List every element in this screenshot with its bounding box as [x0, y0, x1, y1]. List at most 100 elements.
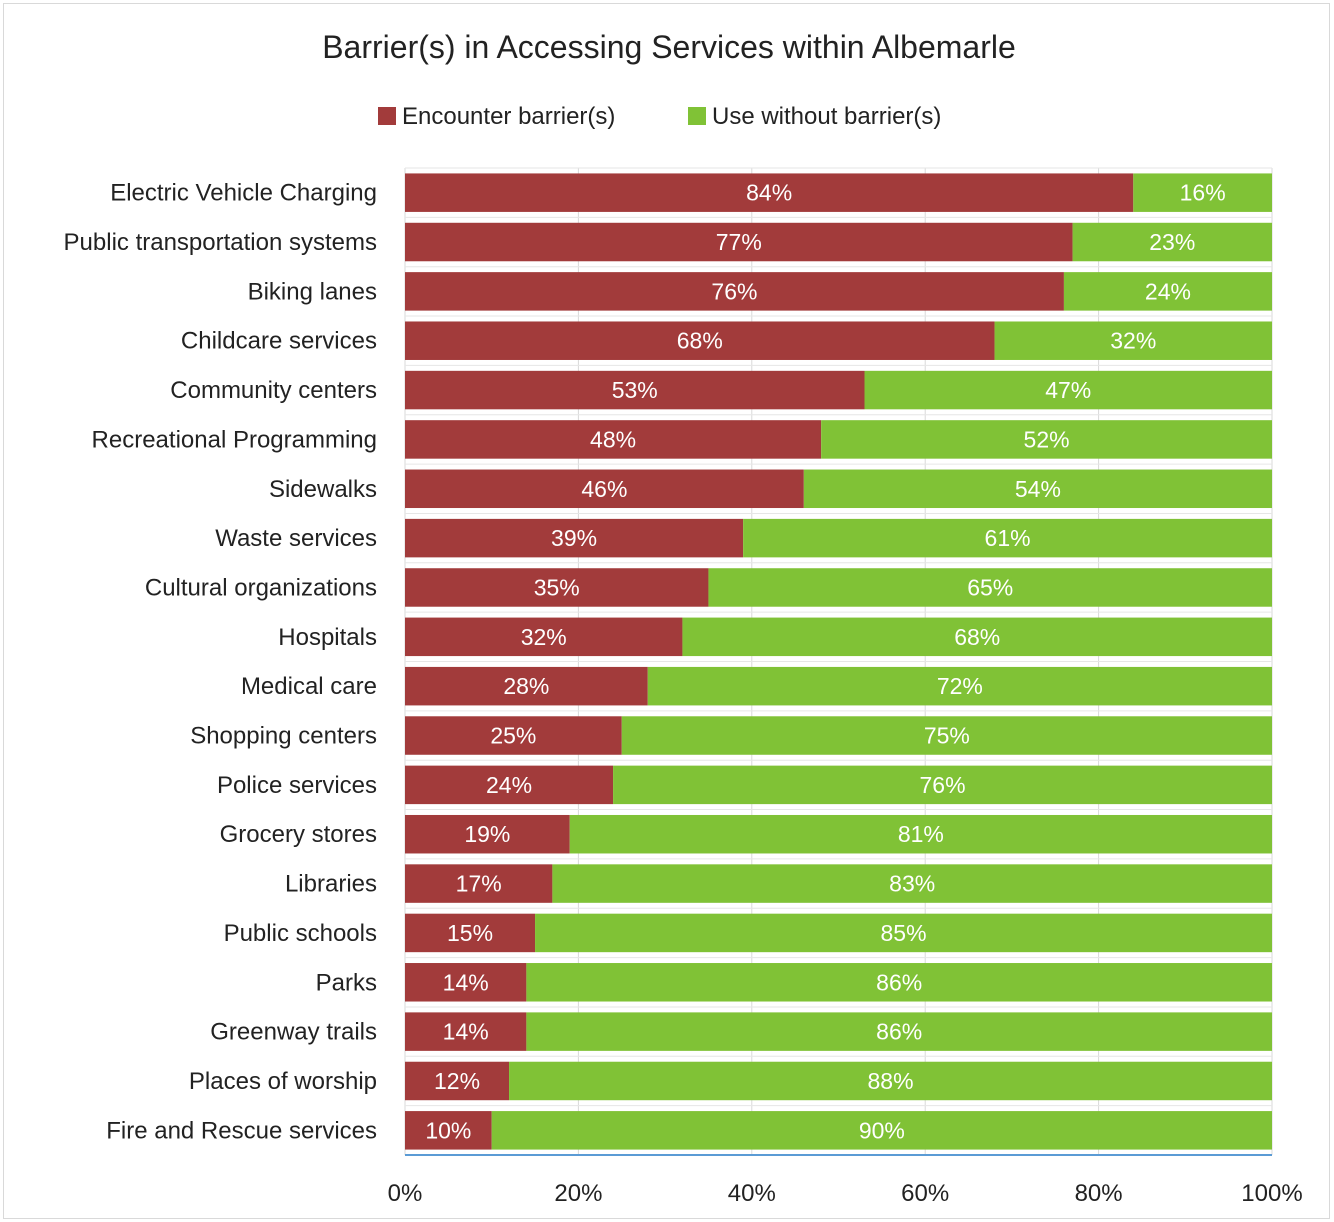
bar-use-without-barrier	[1133, 173, 1272, 212]
legend-item: Use without barrier(s)	[688, 103, 941, 130]
data-label: 85%	[881, 920, 927, 946]
bar-use-without-barrier	[803, 469, 1272, 509]
category-label: Recreational Programming	[92, 426, 377, 453]
data-label: 15%	[447, 920, 493, 946]
bar-use-without-barrier	[526, 963, 1272, 1002]
category-label: Police services	[217, 772, 377, 799]
category-label: Electric Vehicle Charging	[110, 180, 377, 207]
data-label: 24%	[486, 772, 532, 798]
legend-label: Use without barrier(s)	[712, 103, 941, 130]
data-label: 14%	[443, 1019, 489, 1045]
bar-use-without-barrier	[621, 716, 1272, 755]
bar-use-without-barrier	[682, 617, 1272, 657]
bar-encounter-barrier	[405, 913, 536, 953]
data-label: 76%	[711, 278, 757, 304]
category-label: Shopping centers	[190, 723, 377, 750]
data-label: 32%	[521, 624, 567, 650]
data-label: 88%	[867, 1068, 913, 1094]
bar-encounter-barrier	[405, 1111, 492, 1150]
legend-swatch	[688, 107, 706, 125]
category-label: Public schools	[224, 920, 377, 947]
bar-encounter-barrier	[405, 173, 1134, 212]
data-label: 84%	[746, 180, 792, 206]
bar-encounter-barrier	[405, 568, 709, 607]
data-label: 10%	[425, 1117, 471, 1143]
category-label: Cultural organizations	[145, 574, 377, 601]
data-label: 53%	[612, 377, 658, 403]
category-label: Sidewalks	[269, 476, 377, 503]
gridlines	[404, 167, 1273, 1156]
chart-title: Barrier(s) in Accessing Services within …	[322, 29, 1016, 65]
data-label: 77%	[716, 229, 762, 255]
category-label: Parks	[316, 969, 377, 996]
data-label: 16%	[1180, 180, 1226, 206]
bar-encounter-barrier	[405, 420, 822, 459]
category-label: Medical care	[241, 673, 377, 700]
data-label: 14%	[443, 969, 489, 995]
bar-use-without-barrier	[708, 568, 1272, 607]
data-label: 28%	[503, 673, 549, 699]
bar-encounter-barrier	[405, 272, 1064, 311]
bar-use-without-barrier	[821, 420, 1272, 459]
data-label: 81%	[898, 821, 944, 847]
category-label: Fire and Rescue services	[106, 1117, 377, 1144]
data-label: 25%	[490, 723, 536, 749]
data-label: 65%	[967, 574, 1013, 600]
x-tick-label: 100%	[1241, 1180, 1302, 1207]
data-label: 47%	[1045, 377, 1091, 403]
data-label: 72%	[937, 673, 983, 699]
bar-encounter-barrier	[405, 321, 995, 360]
bar-encounter-barrier	[405, 1012, 527, 1051]
data-label: 35%	[534, 574, 580, 600]
bar-use-without-barrier	[613, 765, 1272, 805]
bar-use-without-barrier	[1063, 272, 1272, 311]
data-label: 86%	[876, 1019, 922, 1045]
data-label: 68%	[677, 328, 723, 354]
data-label: 46%	[581, 476, 627, 502]
bar-encounter-barrier	[405, 469, 804, 509]
data-label: 17%	[456, 871, 502, 897]
bar-encounter-barrier	[405, 370, 865, 410]
bar-use-without-barrier	[864, 370, 1272, 410]
legend-swatch	[378, 107, 396, 125]
bar-encounter-barrier	[405, 617, 683, 657]
data-label: 68%	[954, 624, 1000, 650]
legend: Encounter barrier(s) Use without barrier(…	[378, 103, 941, 130]
category-label: Childcare services	[181, 328, 377, 355]
bar-encounter-barrier	[405, 716, 622, 755]
data-label: 90%	[859, 1117, 905, 1143]
bar-use-without-barrier	[526, 1012, 1272, 1051]
x-tick-labels: 0% 20% 40% 60% 80% 100%	[388, 1180, 1303, 1207]
category-label: Greenway trails	[210, 1019, 377, 1046]
data-label: 75%	[924, 723, 970, 749]
bar-use-without-barrier	[994, 321, 1272, 360]
data-label: 52%	[1024, 426, 1070, 452]
category-label: Community centers	[170, 377, 377, 404]
x-tick-label: 20%	[554, 1180, 602, 1207]
data-label: 61%	[985, 525, 1031, 551]
x-tick-label: 0%	[388, 1180, 423, 1207]
category-label: Libraries	[285, 871, 377, 898]
bar-use-without-barrier	[647, 666, 1272, 706]
x-tick-label: 60%	[901, 1180, 949, 1207]
data-label: 39%	[551, 525, 597, 551]
bar-use-without-barrier	[743, 518, 1272, 558]
bar-encounter-barrier	[405, 666, 648, 706]
data-label: 12%	[434, 1068, 480, 1094]
bar-use-without-barrier	[509, 1061, 1272, 1101]
category-label: Public transportation systems	[64, 229, 377, 256]
data-label: 48%	[590, 426, 636, 452]
x-tick-label: 80%	[1075, 1180, 1123, 1207]
legend-item: Encounter barrier(s)	[378, 103, 615, 130]
bar-encounter-barrier	[405, 765, 614, 805]
bar-encounter-barrier	[405, 518, 744, 558]
category-label: Waste services	[215, 525, 377, 552]
bar-use-without-barrier	[1072, 222, 1272, 262]
legend-label: Encounter barrier(s)	[402, 103, 615, 130]
category-label: Places of worship	[189, 1068, 377, 1095]
bar-use-without-barrier	[491, 1111, 1272, 1150]
data-label: 24%	[1145, 278, 1191, 304]
data-label: 83%	[889, 871, 935, 897]
data-label: 23%	[1149, 229, 1195, 255]
